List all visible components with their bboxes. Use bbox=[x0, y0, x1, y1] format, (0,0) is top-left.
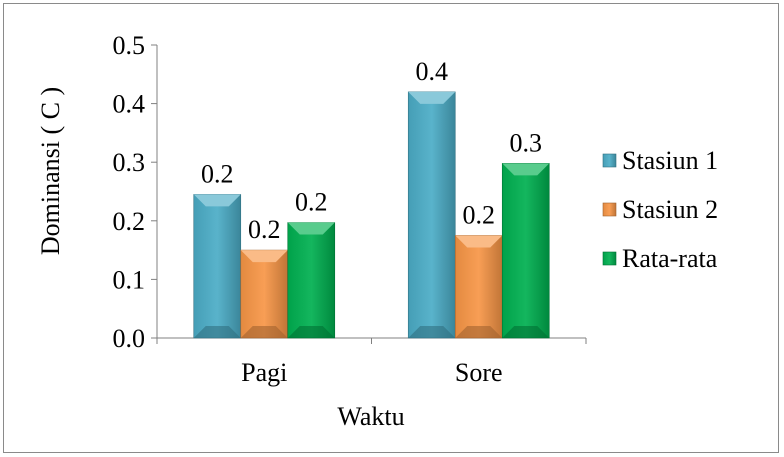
legend-label: Stasiun 1 bbox=[622, 146, 718, 175]
bar-body bbox=[287, 222, 336, 339]
legend-swatch bbox=[602, 202, 617, 217]
legend: Stasiun 1 Stasiun 2 Rata-rata bbox=[602, 146, 718, 273]
bar bbox=[240, 249, 289, 339]
legend-item: Rata-rata bbox=[602, 244, 718, 273]
y-tick-label: 0.4 bbox=[113, 90, 146, 119]
legend-item: Stasiun 1 bbox=[602, 146, 718, 175]
bar-bevel-bottom bbox=[240, 326, 288, 338]
y-tick-label: 0.3 bbox=[113, 148, 146, 177]
y-tick-label: 0.5 bbox=[113, 31, 146, 60]
chart-frame: 0.0 0.1 0.2 0.3 0.4 0.5 Pagi Sore 0.2 0.2 0.2 0.4 0… bbox=[3, 3, 779, 453]
bar-body bbox=[454, 235, 503, 339]
y-tick-label: 0.1 bbox=[113, 265, 146, 294]
bar-bevel-bottom bbox=[408, 326, 456, 338]
bar-bevel-top bbox=[287, 222, 335, 235]
bars bbox=[193, 91, 550, 339]
x-tick-label: Sore bbox=[455, 358, 503, 387]
x-tick-label: Pagi bbox=[241, 358, 287, 387]
data-label: 0.2 bbox=[248, 215, 281, 244]
bar bbox=[501, 163, 550, 339]
bar bbox=[454, 235, 503, 339]
bar bbox=[287, 222, 336, 339]
legend-swatch bbox=[602, 153, 617, 168]
data-labels: 0.2 0.2 0.2 0.4 0.2 0.3 bbox=[201, 57, 542, 244]
data-label: 0.4 bbox=[416, 57, 449, 86]
legend-swatch bbox=[602, 251, 617, 266]
bar bbox=[407, 91, 456, 339]
data-label: 0.2 bbox=[295, 188, 328, 217]
bar-body bbox=[240, 249, 289, 339]
bar-bevel-top bbox=[502, 163, 550, 176]
bar-body bbox=[407, 91, 456, 339]
data-label: 0.2 bbox=[463, 200, 496, 229]
legend-item: Stasiun 2 bbox=[602, 195, 718, 224]
bar-bevel-top bbox=[240, 250, 288, 263]
y-axis-title: Dominansi ( C ) bbox=[36, 87, 65, 255]
bar-body bbox=[501, 163, 550, 339]
x-axis-title: Waktu bbox=[337, 402, 404, 431]
legend-label: Rata-rata bbox=[622, 244, 718, 273]
y-tick-label: 0.0 bbox=[113, 324, 146, 353]
bar-bevel-bottom bbox=[287, 326, 335, 338]
data-label: 0.2 bbox=[201, 159, 234, 188]
axes: 0.0 0.1 0.2 0.3 0.4 0.5 Pagi Sore bbox=[113, 31, 587, 387]
legend-label: Stasiun 2 bbox=[622, 195, 718, 224]
bar-bevel-bottom bbox=[502, 326, 550, 338]
bar bbox=[193, 194, 242, 339]
bar-bevel-bottom bbox=[455, 326, 503, 338]
data-label: 0.3 bbox=[510, 128, 543, 157]
bar-bevel-bottom bbox=[193, 326, 241, 338]
bar-body bbox=[193, 194, 242, 339]
y-tick-label: 0.2 bbox=[113, 207, 146, 236]
bar-bevel-top bbox=[455, 235, 503, 248]
bar-bevel-top bbox=[193, 194, 241, 207]
bar-bevel-top bbox=[408, 91, 456, 104]
